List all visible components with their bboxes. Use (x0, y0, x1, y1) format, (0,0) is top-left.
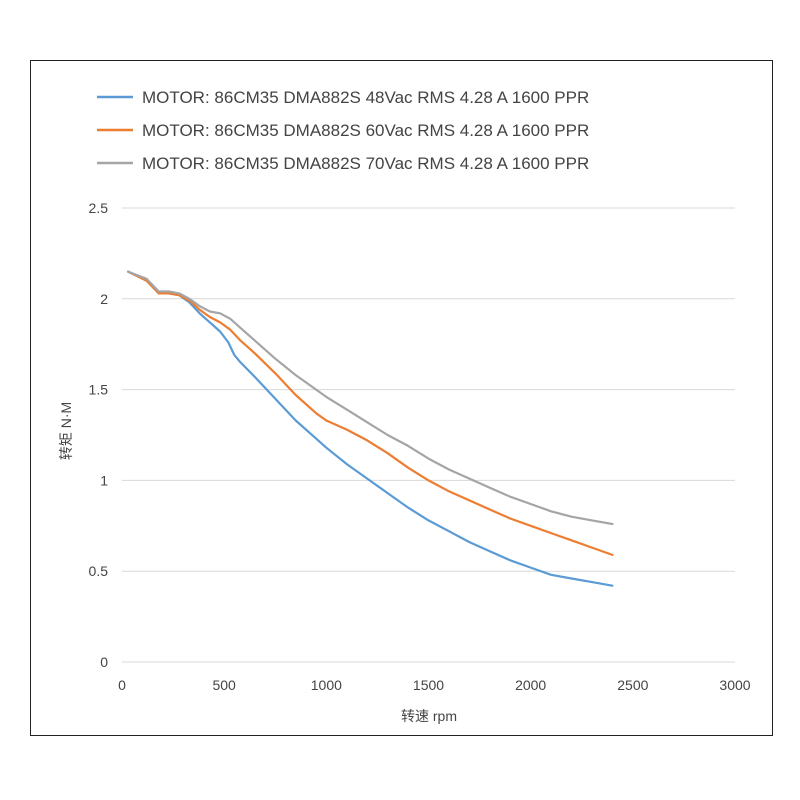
x-tick-label: 1500 (413, 677, 444, 693)
chart-frame: MOTOR: 86CM35 DMA882S 48Vac RMS 4.28 A 1… (30, 60, 773, 736)
legend-label: MOTOR: 86CM35 DMA882S 60Vac RMS 4.28 A 1… (142, 121, 589, 140)
series-line-1 (126, 270, 614, 587)
y-axis: 0 0.5 1 1.5 2 2.5 (89, 200, 109, 670)
x-axis-title: 转速 rpm (401, 708, 457, 724)
x-tick-label: 3000 (719, 677, 750, 693)
y-tick-label: 2.5 (89, 200, 109, 216)
y-tick-label: 2 (100, 291, 108, 307)
legend: MOTOR: 86CM35 DMA882S 48Vac RMS 4.28 A 1… (97, 88, 589, 173)
x-tick-label: 1000 (311, 677, 342, 693)
x-tick-label: 2000 (515, 677, 546, 693)
x-axis: 0 500 1000 1500 2000 2500 3000 (118, 677, 751, 693)
y-tick-label: 0 (100, 654, 108, 670)
torque-speed-chart: MOTOR: 86CM35 DMA882S 48Vac RMS 4.28 A 1… (58, 88, 751, 724)
plot-area (126, 270, 614, 587)
y-tick-label: 0.5 (89, 563, 109, 579)
series-line-2 (126, 270, 614, 556)
x-tick-label: 0 (118, 677, 126, 693)
y-tick-label: 1.5 (89, 382, 109, 398)
x-tick-label: 2500 (617, 677, 648, 693)
legend-label: MOTOR: 86CM35 DMA882S 48Vac RMS 4.28 A 1… (142, 88, 589, 107)
x-tick-label: 500 (212, 677, 236, 693)
y-tick-label: 1 (100, 472, 108, 488)
grid (122, 207, 735, 663)
y-axis-title: 转矩 N·M (58, 402, 74, 460)
legend-label: MOTOR: 86CM35 DMA882S 70Vac RMS 4.28 A 1… (142, 154, 589, 173)
series-line-3 (126, 270, 614, 526)
